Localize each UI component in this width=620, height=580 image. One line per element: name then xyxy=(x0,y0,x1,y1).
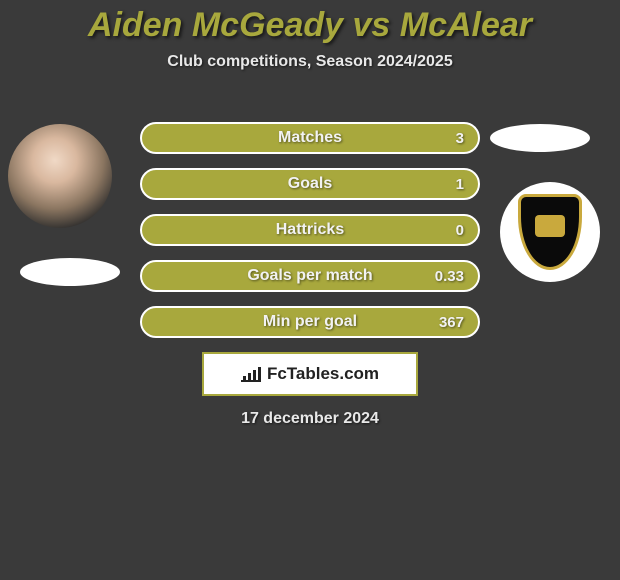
stat-value: 1 xyxy=(456,176,464,193)
stat-value: 367 xyxy=(439,314,464,331)
stat-row-min-per-goal: Min per goal 367 xyxy=(140,306,480,338)
stat-row-goals-per-match: Goals per match 0.33 xyxy=(140,260,480,292)
stats-container: Matches 3 Goals 1 Hattricks 0 Goals per … xyxy=(140,122,480,352)
team-left-badge xyxy=(20,258,120,286)
bar-chart-icon xyxy=(241,366,261,382)
stat-label: Hattricks xyxy=(276,221,344,239)
stat-label: Min per goal xyxy=(263,313,357,331)
brand-text: FcTables.com xyxy=(267,364,379,384)
stat-row-matches: Matches 3 xyxy=(140,122,480,154)
team-right-badge xyxy=(490,124,590,152)
date-label: 17 december 2024 xyxy=(0,410,620,428)
stat-value: 0.33 xyxy=(435,268,464,285)
stat-row-goals: Goals 1 xyxy=(140,168,480,200)
stat-value: 0 xyxy=(456,222,464,239)
stat-label: Goals xyxy=(288,175,332,193)
player-right-avatar xyxy=(500,182,600,282)
subtitle: Club competitions, Season 2024/2025 xyxy=(0,53,620,71)
stat-row-hattricks: Hattricks 0 xyxy=(140,214,480,246)
stat-label: Goals per match xyxy=(247,267,372,285)
player-left-avatar xyxy=(8,124,112,228)
stat-value: 3 xyxy=(456,130,464,147)
brand-box: FcTables.com xyxy=(202,352,418,396)
page-title: Aiden McGeady vs McAlear xyxy=(0,0,620,45)
shield-icon xyxy=(518,194,582,270)
stat-label: Matches xyxy=(278,129,342,147)
